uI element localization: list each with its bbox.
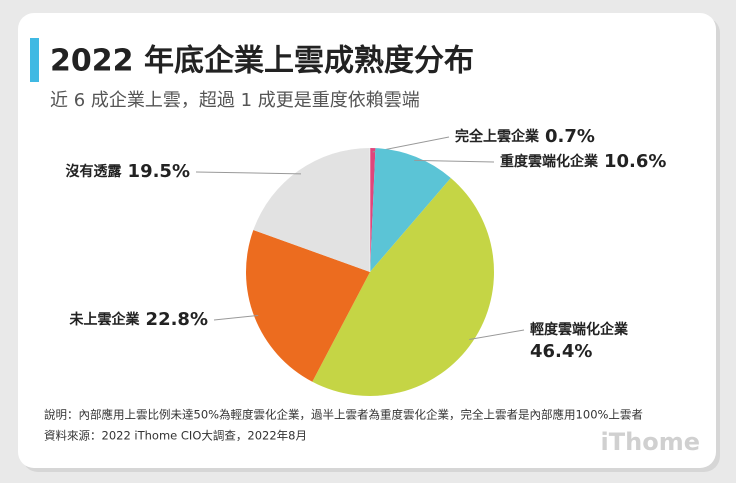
slice-label: 沒有透露 [66,163,123,180]
value-label: 0.7% [545,126,595,147]
slice-label: 完全上雲企業 [455,128,540,145]
leader-line [469,329,525,340]
pie-slice [370,148,451,272]
leader-line [213,314,259,321]
logo: iThome [601,428,700,456]
chart-subtitle: 近 6 成企業上雲，超過 1 成更是重度依賴雲端 [50,90,420,111]
title-bar [30,38,39,82]
note: 說明：內部應用上雲比例未達50%為輕度雲化企業，過半上雲者為重度雲化企業，完全上… [44,408,643,422]
pie-slice [253,148,370,272]
value-label: 19.5% [128,161,190,182]
value-label: 22.8% [146,309,208,330]
slice-label: 未上雲企業 [70,311,141,328]
slice-label: 輕度雲端化企業 [530,321,629,338]
chart-title: 2022 年底企業上雲成熟度分布 [50,44,474,79]
leader-line [414,159,495,163]
pie-slice [245,229,370,382]
value-label: 46.4% [530,341,592,362]
slice-label: 重度雲端化企業 [500,153,599,170]
leader-line [195,171,302,175]
note: 資料來源：2022 iThome CIO大調查，2022年8月 [44,429,307,443]
value-label: 10.6% [604,151,666,172]
pie-slice [370,148,376,272]
pie-slice [312,177,495,396]
